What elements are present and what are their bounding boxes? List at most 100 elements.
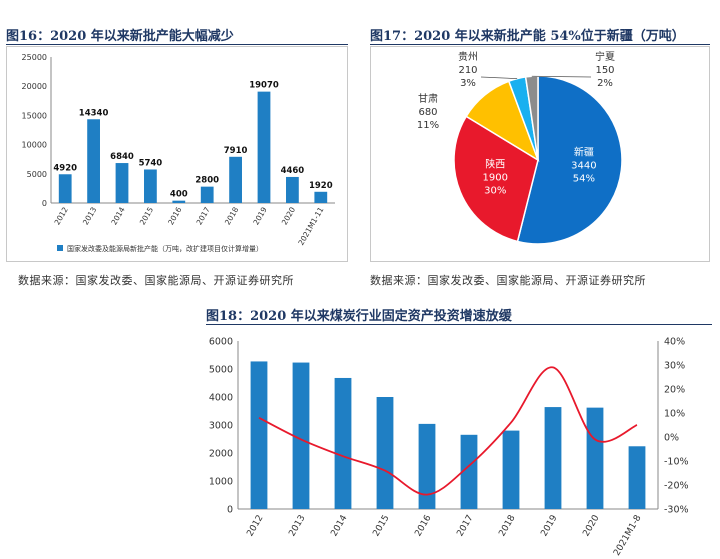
fig18-x-tick-label: 2019 (539, 513, 559, 538)
fig18-combo-chart: 0 1000 2000 3000 4000 5000 6000 -30% -20% -10% 0% 1… (209, 337, 689, 558)
fig18-title-rule (206, 324, 712, 325)
fig16-y-tick-label: 0 (42, 199, 47, 208)
fig18-x-tick-label: 2017 (455, 514, 475, 539)
fig17-title-rule (370, 44, 710, 45)
fig18-y2-tick-label: -10% (664, 457, 689, 468)
fig16-y-tick-label: 15000 (22, 111, 47, 120)
fig16-bar (200, 186, 214, 203)
fig18-bar (334, 377, 352, 509)
fig16-y-tick-label: 25000 (22, 53, 47, 62)
fig16-x-tick-label: 2012 (53, 205, 70, 226)
fig16-x-tick-label: 2018 (223, 205, 240, 226)
fig18-growth-line (258, 366, 638, 496)
fig16-data-label: 19070 (249, 81, 279, 91)
fig16-x-tick-label: 2016 (166, 205, 183, 226)
fig17-chart-frame: 新疆 3440 54% 陕西 1900 30% 甘肃 680 11% 贵州 210 3% 宁夏 150 2% (370, 46, 710, 262)
fig17-slice-label: 680 (418, 107, 437, 118)
fig16-x-tick-label: 2017 (195, 205, 212, 226)
fig18-bar (460, 434, 478, 509)
fig16-bar (172, 200, 186, 203)
fig18-x-tick-label: 2016 (413, 513, 433, 538)
fig16-x-tick-label: 2020 (280, 205, 297, 226)
fig16-bar (314, 191, 328, 203)
fig18-bar (418, 423, 436, 509)
fig16-y-tick-label: 5000 (27, 170, 47, 179)
fig17-slice-label: 11% (417, 120, 439, 131)
fig18-bar (250, 361, 268, 509)
fig16-bar (87, 119, 100, 203)
fig18-y2-tick-label: 30% (664, 361, 685, 372)
fig17-pie-slice (516, 75, 623, 245)
fig18-y-tick-label: 6000 (209, 337, 233, 348)
fig16-y-tick-label: 20000 (22, 82, 47, 91)
fig17-slice-label: 2% (597, 78, 613, 89)
fig16-data-label: 4920 (53, 163, 77, 173)
fig17-slice-label: 3% (460, 78, 476, 89)
fig17-source: 数据来源：国家发改委、国家能源局、开源证券研究所 (370, 274, 646, 287)
fig16-bar (229, 156, 242, 203)
fig18-y-tick-label: 2000 (209, 449, 233, 460)
fig18-x-tick-label: 2013 (287, 514, 307, 539)
fig18-y2-tick-label: 20% (664, 385, 685, 396)
fig17-slice-label: 新疆 (574, 146, 594, 159)
fig16-data-label: 400 (170, 190, 188, 200)
fig16-x-tick-label: 2021M1-11 (296, 205, 325, 247)
fig17-title: 图17：2020 年以来新批产能 54%位于新疆（万吨） (370, 29, 685, 44)
fig18-bar (376, 397, 394, 509)
fig18-x-tick-label: 2014 (329, 513, 349, 538)
fig18-y-tick-label: 0 (227, 505, 233, 516)
fig17-slice-label: 3440 (571, 161, 596, 172)
fig17-slice-label: 宁夏 (595, 50, 615, 63)
fig16-data-label: 6840 (110, 152, 134, 162)
fig18-x-tick-label: 2018 (497, 513, 517, 538)
fig18-y-tick-label: 3000 (209, 421, 233, 432)
fig16-title: 图16：2020 年以来新批产能大幅减少 (6, 29, 234, 44)
fig16-chart-frame: 0 5000 10000 15000 20000 25000 4920 2012 14340 20… (6, 46, 348, 262)
fig16-data-label: 1920 (309, 181, 333, 191)
fig18-y-tick-label: 5000 (209, 365, 233, 376)
fig16-bar (144, 169, 157, 203)
fig17-slice-label: 陕西 (485, 158, 505, 171)
fig16-source: 数据来源：国家发改委、国家能源局、开源证券研究所 (18, 274, 294, 287)
fig17-slice-label: 150 (595, 65, 614, 76)
fig16-bar-chart: 0 5000 10000 15000 20000 25000 4920 2012 14340 20… (22, 53, 335, 253)
fig16-data-label: 4460 (281, 166, 305, 176)
fig16-bar (257, 91, 271, 203)
fig17-pie-chart: 新疆 3440 54% 陕西 1900 30% 甘肃 680 11% 贵州 210 3% 宁夏 150 2% (417, 50, 623, 245)
fig18-y2-tick-label: 0% (664, 433, 679, 444)
fig18-y-tick-label: 4000 (209, 393, 233, 404)
fig16-data-label: 7910 (224, 146, 248, 156)
fig18-y2-tick-label: 40% (664, 337, 685, 348)
fig18-y-tick-label: 1000 (209, 477, 233, 488)
fig16-x-tick-label: 2013 (81, 205, 98, 226)
fig18-bar (586, 407, 604, 509)
fig16-bar (286, 176, 299, 203)
fig16-x-tick-label: 2019 (251, 205, 268, 226)
fig17-slice-label: 30% (484, 186, 506, 197)
fig18-x-tick-label: 2021M1-8 (612, 513, 643, 558)
fig16-title-rule (6, 44, 348, 45)
fig16-bar (58, 174, 72, 203)
fig17-slice-label: 甘肃 (418, 92, 438, 105)
fig17-leader-line (531, 75, 592, 78)
fig16-legend-label: 国家发改委及能源局新批产能（万吨，改扩建项目仅计算增量） (67, 244, 263, 253)
fig18-bar (502, 430, 520, 509)
fig18-x-tick-label: 2012 (245, 514, 265, 539)
fig17-slice-label: 贵州 (458, 50, 478, 63)
fig17-slice-label: 1900 (483, 173, 508, 184)
fig16-x-tick-label: 2014 (109, 205, 126, 226)
fig18-x-tick-label: 2020 (581, 513, 601, 538)
fig16-data-label: 2800 (195, 176, 219, 186)
fig16-x-tick-label: 2015 (138, 205, 155, 226)
fig18-bar (628, 446, 646, 509)
fig16-data-label: 14340 (79, 108, 109, 118)
fig16-data-label: 5740 (139, 158, 163, 168)
fig17-slice-label: 54% (573, 174, 595, 185)
fig17-slice-label: 210 (458, 65, 477, 76)
fig18-bar (544, 407, 562, 509)
fig16-legend-swatch (57, 245, 63, 251)
fig17-leader-line (480, 76, 518, 80)
fig18-x-tick-label: 2015 (371, 514, 391, 539)
fig18-bar (292, 362, 310, 509)
fig16-bar (115, 163, 129, 203)
